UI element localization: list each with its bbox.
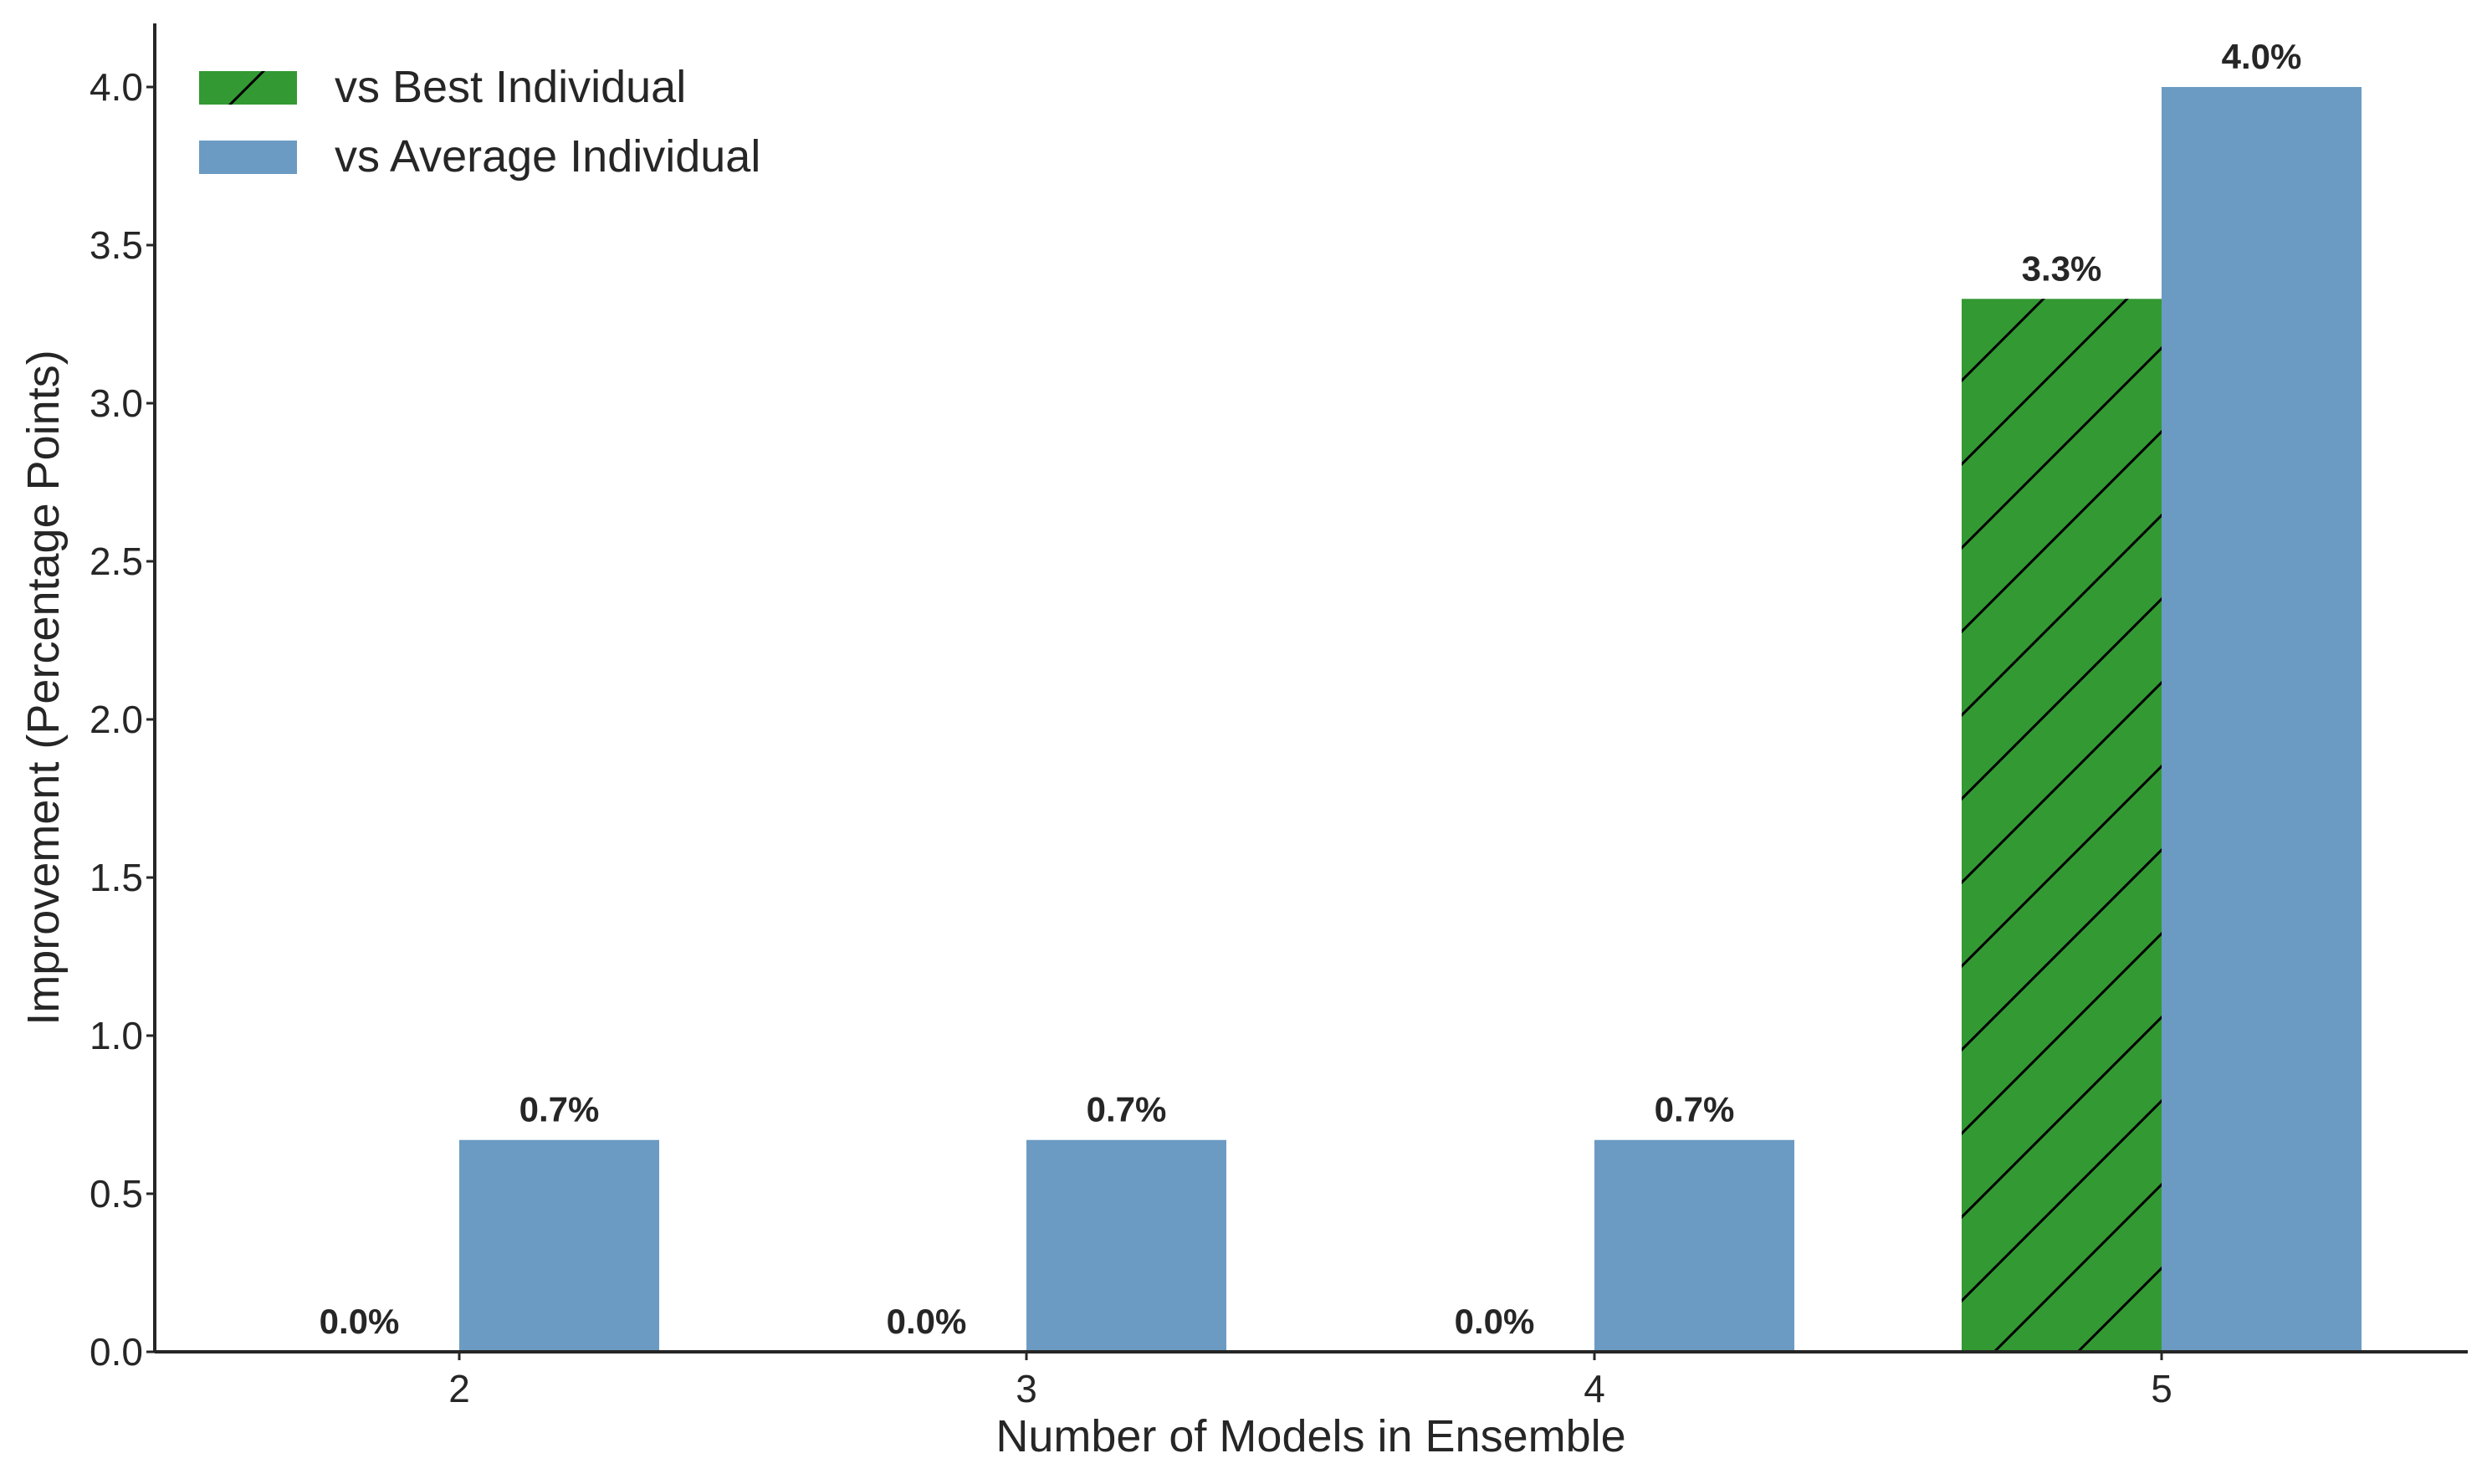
y-tick-label: 4.0 [90,65,143,109]
bar-value-label: 0.7% [1655,1090,1735,1129]
x-ticks-layer: 2 3 4 5 [448,1352,2172,1410]
legend-swatch-average [199,141,297,174]
bar-labels-layer: 0.0% 0.0% 0.0% 3.3% 0.7% 0.7% 0.7% 4.0% [320,37,2302,1341]
y-tick-label: 3.5 [90,223,143,267]
bar-best-hatch [1962,299,2162,1352]
bar-value-label: 3.3% [2022,248,2102,288]
x-axis-title: Number of Models in Ensemble [995,1411,1625,1461]
x-tick-label: 5 [2151,1367,2172,1410]
x-tick-label: 3 [1016,1367,1037,1410]
y-tick-label: 1.0 [90,1014,143,1057]
y-tick-label: 1.5 [90,856,143,899]
legend-swatch-best-hatch [199,71,297,105]
legend: vs Best Individual vs Average Individual [199,62,760,182]
bar-average [1026,1139,1226,1352]
y-tick-label: 0.5 [90,1172,143,1215]
bar-average [459,1139,659,1352]
legend-label-average: vs Average Individual [335,131,760,182]
legend-label-best: vs Best Individual [335,62,686,112]
y-axis-title: Improvement (Percentage Points) [18,350,69,1025]
bar-average [2162,87,2362,1352]
y-tick-label: 3.0 [90,381,143,425]
y-tick-label: 2.5 [90,540,143,583]
bars-layer [459,87,2362,1352]
bar-value-label: 0.7% [519,1090,600,1129]
y-tick-label: 0.0 [90,1330,143,1374]
bar-average [1594,1139,1794,1352]
x-tick-label: 4 [1584,1367,1605,1410]
y-ticks-layer: 0.0 0.5 1.0 1.5 2.0 2.5 3.0 3.5 4.0 [90,65,155,1374]
y-tick-label: 2.0 [90,698,143,741]
bar-value-label: 4.0% [2222,37,2302,76]
bar-value-label: 0.0% [320,1302,400,1341]
x-tick-label: 2 [448,1367,470,1410]
bar-value-label: 0.7% [1087,1090,1167,1129]
bar-value-label: 0.0% [1455,1302,1535,1341]
bar-value-label: 0.0% [887,1302,967,1341]
